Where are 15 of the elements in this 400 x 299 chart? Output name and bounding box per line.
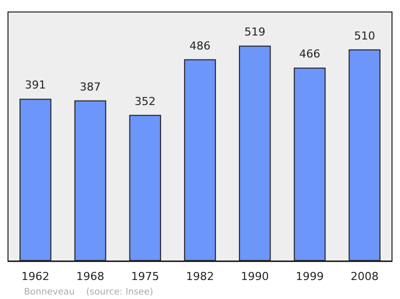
data-label: 352 <box>134 94 156 108</box>
x-tick-label: 1999 <box>296 270 324 283</box>
data-label: 466 <box>299 48 320 61</box>
text: Bonneveau (source: Insee) <box>24 288 154 298</box>
data-label: 391 <box>24 78 46 92</box>
x-tick-label: 2008 <box>350 270 379 283</box>
data-label: 387 <box>80 80 101 94</box>
x-tick-label: 1982 <box>186 270 214 283</box>
x-tick-label: 1975 <box>131 270 160 283</box>
x-tick-label: 1990 <box>240 270 269 283</box>
x-tick-label: 1968 <box>76 270 104 283</box>
data-label: 510 <box>354 29 376 42</box>
data-label: 519 <box>244 26 266 39</box>
data-label: 486 <box>190 39 210 52</box>
x-tick-label: 1962 <box>21 270 50 283</box>
